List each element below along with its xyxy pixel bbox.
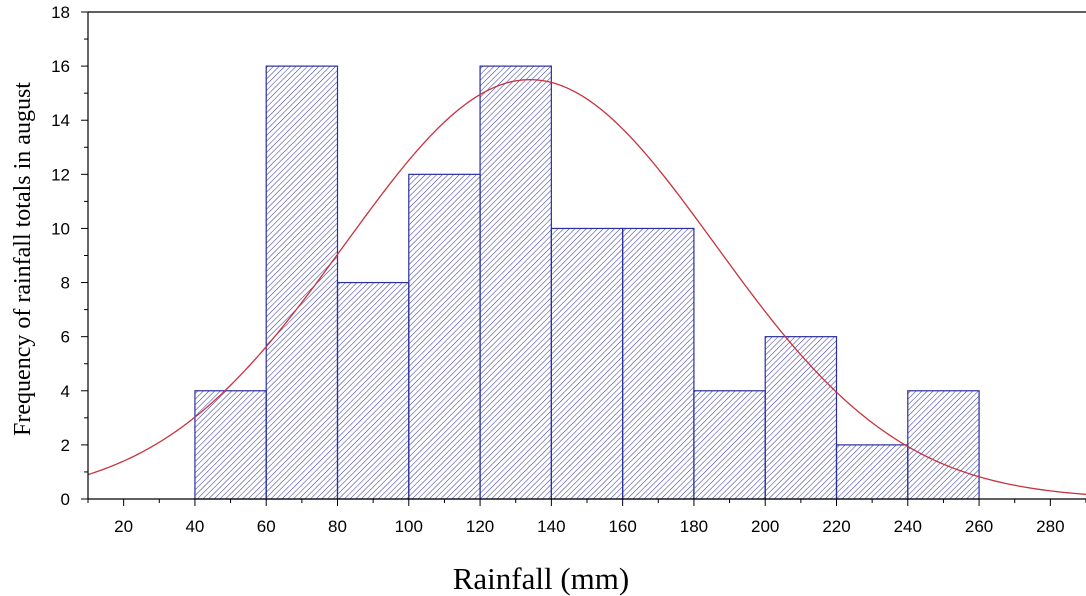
x-tick-label: 100 [395, 517, 423, 536]
histogram-bar-200-220 [764, 336, 838, 500]
histogram-bar-240-260 [907, 390, 980, 500]
y-tick-label: 14 [51, 111, 70, 130]
y-tick-label: 18 [51, 3, 70, 22]
histogram-bar-180-200 [693, 390, 766, 500]
histogram-bar-220-240 [835, 444, 909, 500]
histogram-bar-60-80 [265, 65, 339, 500]
x-tick-label: 120 [466, 517, 494, 536]
x-tick-label: 220 [822, 517, 850, 536]
x-axis-ticks: 20 40 60 80 100 120 140 160 180 200 220 240 260 280 [87, 499, 1086, 536]
x-tick-label: 280 [1036, 517, 1064, 536]
x-tick-label: 160 [608, 517, 636, 536]
y-tick-label: 16 [51, 57, 70, 76]
y-tick-label: 2 [61, 436, 70, 455]
y-tick-label: 12 [51, 165, 70, 184]
normal-fit-curve [87, 78, 1086, 495]
histogram-bar-40-60 [194, 390, 267, 500]
histogram-bar-160-180 [622, 227, 695, 500]
x-axis-title: Rainfall (mm) [453, 561, 629, 596]
x-tick-label: 20 [114, 517, 133, 536]
x-tick-label: 240 [894, 517, 922, 536]
y-tick-label: 4 [61, 382, 70, 401]
x-tick-label: 200 [751, 517, 779, 536]
x-tick-label: 260 [965, 517, 993, 536]
y-tick-label: 0 [61, 490, 70, 509]
y-tick-label: 8 [61, 274, 70, 293]
y-axis-title: Frequency of rainfall totals in august [10, 82, 36, 436]
x-tick-label: 60 [257, 517, 276, 536]
x-tick-label: 80 [328, 517, 347, 536]
y-tick-label: 10 [51, 219, 70, 238]
x-tick-label: 180 [680, 517, 708, 536]
histogram-bar-120-140 [479, 65, 552, 500]
x-tick-label: 40 [185, 517, 204, 536]
histogram-bar-100-120 [408, 173, 481, 500]
x-tick-label: 140 [537, 517, 565, 536]
histogram-bar-80-100 [336, 281, 410, 500]
histogram-bar-140-160 [550, 227, 624, 500]
y-axis-ticks: 0 2 4 6 8 10 12 14 16 18 [51, 3, 88, 509]
y-tick-label: 6 [61, 328, 70, 347]
histogram-bars [194, 65, 980, 500]
